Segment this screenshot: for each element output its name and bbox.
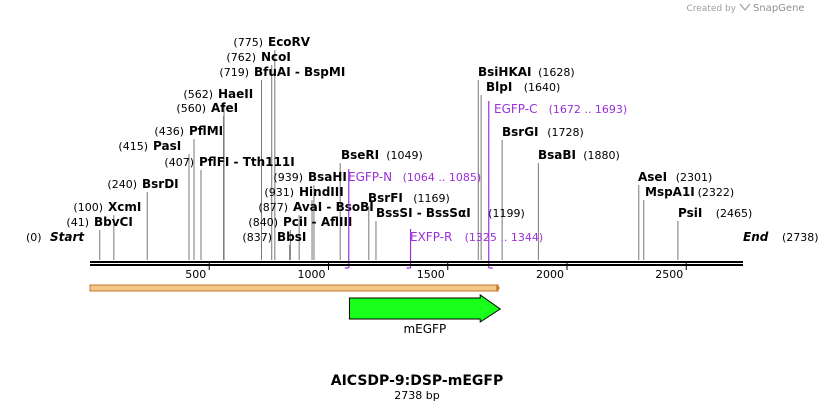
site-pos-psii: (2465): [716, 207, 753, 220]
site-labels: BbvCI (41) XcmI (100) BsrDI (240) PflFI - Tth1…: [66, 35, 752, 244]
site-pos-mspa1i: (2322): [698, 186, 735, 199]
site-name-afei[interactable]: AfeI: [211, 101, 238, 115]
site-name-bsahi[interactable]: BsaHI: [308, 170, 347, 184]
site-pos-bsrgi: (1728): [547, 126, 584, 139]
site-name-ecorv[interactable]: EcoRV: [268, 35, 311, 49]
snapgene-logo-icon: [739, 3, 751, 11]
site-name-mspa1i[interactable]: MspA1I: [645, 185, 695, 199]
site-pos-haeii: (562): [183, 88, 213, 101]
site-name-pcii-afliii[interactable]: PciI - AflIII: [283, 215, 352, 229]
site-name-bsrgi[interactable]: BsrGI: [502, 125, 539, 139]
site-name-bfuai-bspmi[interactable]: BfuAI - BspMI: [254, 65, 345, 79]
site-pos-avai-bsobi: (877): [258, 201, 288, 214]
site-name-bseri[interactable]: BseRI: [341, 148, 379, 162]
tick-label-1500: 1500: [417, 268, 445, 281]
site-pos-bsrfi: (1169): [413, 192, 450, 205]
primer-name-egfp-c[interactable]: EGFP-C: [494, 102, 537, 116]
tick-label-2500: 2500: [655, 268, 683, 281]
mEGFP-arrow[interactable]: [348, 294, 502, 323]
site-pos-hindiii: (931): [264, 186, 294, 199]
map-subtitle: 2738 bp: [394, 389, 439, 402]
map-title: AICSDP-9:DSP-mEGFP: [331, 373, 503, 389]
site-pos-pasi: (415): [118, 140, 148, 153]
primer-range-egfp-n: (1064 .. 1085): [403, 171, 482, 184]
site-pos-bfuai-bspmi: (719): [219, 66, 249, 79]
site-pos-bseri: (1049): [386, 149, 423, 162]
site-pos-bbvci: (41): [66, 216, 89, 229]
tick-label-1000: 1000: [297, 268, 325, 281]
site-name-bsrfi[interactable]: BsrFI: [368, 191, 403, 205]
site-name-haeii[interactable]: HaeII: [218, 87, 253, 101]
site-name-pflmi[interactable]: PflMI: [189, 124, 223, 138]
site-name-ncoi[interactable]: NcoI: [261, 50, 291, 64]
credit: Created by SnapGene: [686, 3, 804, 14]
site-name-hindiii[interactable]: HindIII: [299, 185, 344, 199]
site-pos-blpi: (1640): [524, 81, 561, 94]
credit-prefix: Created by: [686, 4, 736, 14]
site-name-avai-bsobi[interactable]: AvaI - BsoBI: [293, 200, 374, 214]
site-pos-ecorv: (775): [233, 36, 263, 49]
orf-arrowhead: [496, 285, 501, 291]
tick-label-2000: 2000: [536, 268, 564, 281]
primer-name-egfp-n[interactable]: EGFP-N: [348, 170, 392, 184]
feature-mEGFP[interactable]: mEGFP: [348, 294, 502, 336]
site-pos-bsssi-bsss-i: (1199): [488, 207, 525, 220]
site-pos-pflfi-tth111i: (407): [164, 156, 194, 169]
site-name-bbsi[interactable]: BbsI: [277, 230, 306, 244]
site-name-bbvci[interactable]: BbvCI: [94, 215, 133, 229]
tick-label-500: 500: [185, 268, 206, 281]
site-name-pasi[interactable]: PasI: [153, 139, 181, 153]
primer-range-exfp-r: (1325 .. 1344): [465, 231, 544, 244]
site-name-pflfi-tth111i[interactable]: PflFI - Tth111I: [199, 155, 295, 169]
orf-bar[interactable]: [89, 284, 501, 292]
site-name-bsabi[interactable]: BsaBI: [538, 148, 576, 162]
site-pos-ncoi: (762): [226, 51, 256, 64]
start-label: Start: [50, 230, 85, 244]
primer-name-exfp-r[interactable]: EXFP-R: [410, 230, 452, 244]
site-name-bsrdi[interactable]: BsrDI: [142, 177, 179, 191]
site-pos-bsabi: (1880): [583, 149, 620, 162]
site-name-bsihkai[interactable]: BsiHKAI: [478, 65, 532, 79]
end-label: End: [743, 230, 769, 244]
site-pos-asei: (2301): [676, 171, 713, 184]
site-pos-bsahi: (939): [273, 171, 303, 184]
primer-range-egfp-c: (1672 .. 1693): [549, 103, 628, 116]
start-position: (0): [26, 231, 42, 244]
site-pos-xcmi: (100): [73, 201, 103, 214]
site-name-psii[interactable]: PsiI: [678, 206, 702, 220]
site-name-xcmi[interactable]: XcmI: [108, 200, 141, 214]
end-position: (2738): [782, 231, 819, 244]
site-pos-bbsi: (837): [242, 231, 272, 244]
site-pos-pcii-afliii: (840): [248, 216, 278, 229]
mEGFP-label: mEGFP: [403, 322, 446, 336]
site-pos-bsihkai: (1628): [538, 66, 575, 79]
ruler-ticks: 500 1000 1500 2000 2500: [185, 263, 687, 281]
orf-rect[interactable]: [89, 284, 499, 292]
site-name-asei[interactable]: AseI: [638, 170, 667, 184]
primers: EGFP-N (1064 .. 1085) EXFP-R (1325 .. 1344)…: [344, 101, 628, 269]
site-pos-pflmi: (436): [154, 125, 184, 138]
backbone: [90, 261, 743, 266]
site-pos-bsrdi: (240): [107, 178, 137, 191]
site-pos-afei: (560): [176, 102, 206, 115]
credit-brand: SnapGene: [753, 3, 805, 14]
site-leader-lines: [99, 50, 679, 260]
site-name-bsssi-bsss-i[interactable]: BssSI - BssSαI: [376, 206, 471, 220]
site-name-blpi[interactable]: BlpI: [486, 80, 512, 94]
